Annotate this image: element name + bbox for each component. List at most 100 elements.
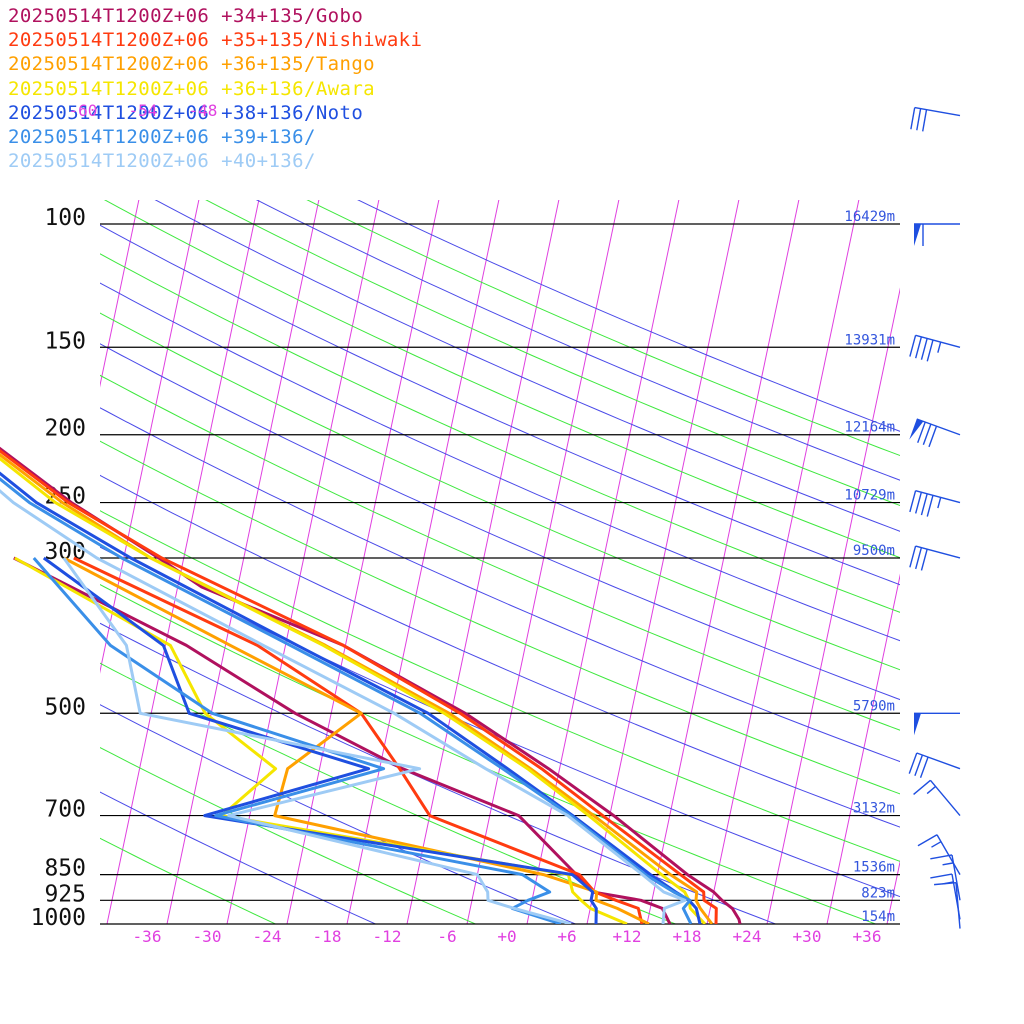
height-label: 12164m	[844, 420, 895, 436]
x-tick-label: -6	[437, 927, 456, 946]
dry-adiabat-line	[154, 200, 900, 532]
wind-barb-feather	[920, 338, 928, 360]
isotherm-line	[1004, 192, 1024, 939]
isotherm-line	[226, 200, 380, 924]
dewpoint-line-0	[13, 556, 672, 924]
height-label: 5790m	[853, 698, 895, 714]
x-tick-label: +24	[733, 927, 762, 946]
dry-adiabat-line	[100, 440, 900, 795]
dry-adiabat-line	[205, 200, 900, 507]
dry-adiabat-line	[100, 312, 900, 671]
x-tick-label: -12	[373, 927, 402, 946]
mixing-ratio-labels: -60 -54 -48	[69, 101, 218, 120]
pressure-label: 150	[44, 328, 86, 354]
height-label: 16429m	[844, 209, 895, 225]
wind-barb-flag	[914, 224, 921, 246]
pressure-label: 1000	[31, 905, 86, 931]
wind-barb-half-feather	[926, 785, 937, 795]
isotherm-line	[106, 200, 260, 924]
dewpoint-line-6	[62, 557, 572, 924]
wind-barb-feather	[914, 492, 923, 514]
wind-barb-feather	[922, 109, 928, 132]
height-label: 13931m	[844, 332, 895, 348]
isotherm-line	[826, 573, 900, 924]
legend-item: 20250514T1200Z+06 +38+136/Noto	[8, 101, 364, 124]
wind-barb	[955, 882, 961, 929]
wind-barb	[916, 418, 961, 436]
isotherm-line	[100, 200, 200, 674]
wind-barb-feather	[917, 421, 926, 443]
pressure-label: 850	[44, 856, 86, 882]
dry-adiabat-line	[100, 747, 477, 924]
wind-barb-feather	[909, 335, 917, 357]
wind-barb-feather	[934, 882, 957, 886]
height-label: 823m	[861, 885, 895, 901]
x-tick-label: -36	[133, 927, 162, 946]
x-tick-label: +36	[853, 927, 882, 946]
wind-barb-feather	[917, 834, 938, 847]
x-tick-label: +30	[793, 927, 822, 946]
wind-barb-feather	[926, 339, 934, 362]
dewpoint-line-5	[32, 557, 562, 924]
wind-barb-feather	[909, 490, 917, 513]
temperature-line-5	[0, 477, 693, 924]
wind-barb-feather	[914, 336, 923, 359]
x-tick-label: -18	[313, 927, 342, 946]
height-label: 9500m	[853, 543, 895, 559]
pressure-lines: 100150200250300500700850925100016429m139…	[31, 205, 900, 931]
wind-barb-feather	[914, 547, 923, 570]
height-label: 10729m	[844, 488, 895, 504]
temperature-line-6	[0, 489, 687, 924]
dewpoint-line-2	[63, 556, 650, 924]
wind-barbs	[908, 106, 961, 929]
wind-barb-feather	[930, 873, 953, 879]
pressure-label: 700	[44, 797, 86, 823]
legend-item: 20250514T1200Z+06 +36+135/Tango	[8, 53, 376, 76]
isotherm-line	[766, 287, 900, 924]
isotherm-line	[166, 200, 320, 924]
upper-temperature-label: -48	[189, 101, 218, 120]
wind-barb	[951, 854, 961, 901]
dry-adiabat-line	[100, 622, 777, 924]
height-label: 1536m	[853, 860, 895, 876]
height-label: 154m	[861, 909, 895, 925]
wind-barb	[916, 752, 961, 770]
wind-barb-half-feather	[937, 497, 942, 509]
wind-barb-feather	[926, 495, 934, 517]
pressure-label: 925	[44, 881, 86, 907]
wind-barb-feather	[930, 854, 953, 860]
x-tick-label: -24	[253, 927, 282, 946]
x-tick-label: +0	[497, 927, 516, 946]
x-axis-ticks: -36 -30 -24 -18 -12 -6 +0 +6 +12 +18 +24 +30 +36	[133, 927, 882, 946]
dewpoint-line-4	[42, 556, 598, 924]
legend-item: 20250514T1200Z+06 +39+136/	[8, 126, 316, 149]
legend-item: 20250514T1200Z+06 +36+136/Awara	[8, 77, 376, 100]
wind-barb-half-feather	[937, 341, 942, 353]
dewpoint-line-1	[73, 556, 644, 924]
wind-barb-feather	[916, 108, 922, 131]
wind-barb	[914, 106, 961, 117]
pressure-label: 200	[44, 416, 86, 442]
wind-barb-feather	[914, 754, 924, 776]
x-tick-label: +12	[613, 927, 642, 946]
wind-barb-feather	[928, 425, 938, 448]
isotherm-line	[944, 192, 1024, 939]
sounding-lines	[0, 446, 742, 924]
dry-adiabat-line	[100, 407, 900, 763]
x-tick-label: +6	[557, 927, 576, 946]
isotherm-line	[526, 200, 680, 924]
legend-item: 20250514T1200Z+06 +40+136/	[8, 150, 316, 173]
wind-barb-feather	[909, 545, 917, 568]
wind-barb-feather	[922, 423, 932, 446]
dry-adiabat-line	[357, 200, 900, 432]
dry-adiabat-line	[100, 253, 900, 613]
temperature-line-2	[0, 452, 714, 924]
x-tick-label: -30	[193, 927, 222, 946]
wind-barb-flag	[909, 418, 924, 440]
temperature-line-3	[0, 456, 707, 924]
isotherm-line	[100, 200, 140, 388]
legend-item: 20250514T1200Z+06 +34+135/Gobo	[8, 5, 364, 27]
height-label: 3132m	[853, 801, 895, 817]
wind-barb-flag	[914, 713, 921, 736]
